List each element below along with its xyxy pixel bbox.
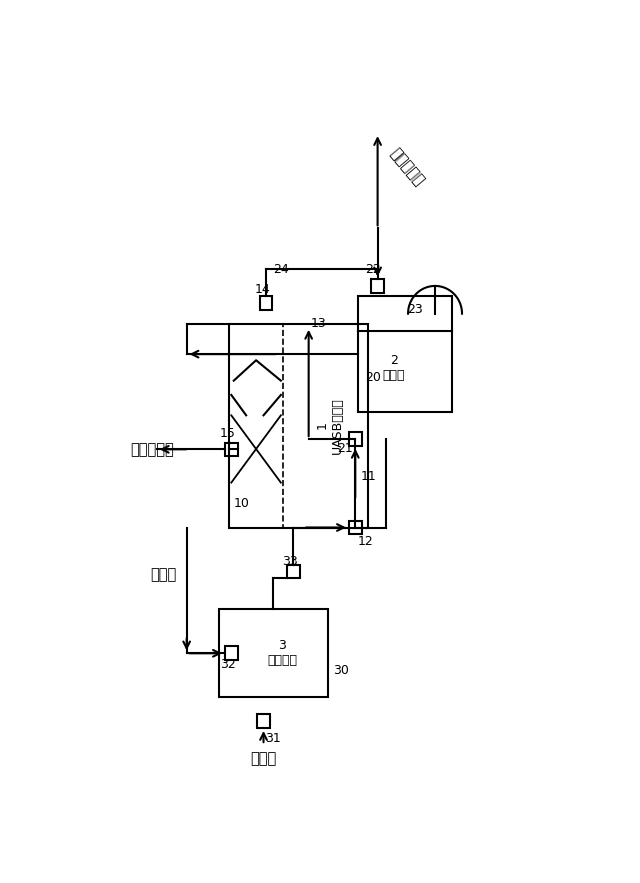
Bar [225,646,237,660]
Text: 22: 22 [365,262,381,275]
Text: メタンガス: メタンガス [130,442,174,457]
Text: 20: 20 [365,372,381,384]
Text: 1
UASB反応槽: 1 UASB反応槽 [316,397,344,454]
Text: 31: 31 [265,732,281,744]
Bar [349,521,362,534]
Text: 3
前処理部: 3 前処理部 [267,639,297,668]
Bar [284,323,367,527]
Text: 12: 12 [358,534,374,547]
Bar [225,442,237,457]
Text: 23: 23 [408,304,423,316]
Text: 33: 33 [282,555,298,568]
Text: 15: 15 [220,427,236,441]
Bar [260,297,273,310]
Bar [349,433,362,446]
Bar [229,323,368,527]
Text: 10: 10 [234,497,250,510]
Text: 32: 32 [220,659,236,671]
Text: 14: 14 [255,283,270,296]
Text: 30: 30 [333,664,349,676]
Text: 2
返送部: 2 返送部 [382,354,405,382]
Text: 13: 13 [310,317,326,330]
Text: 返送水: 返送水 [150,568,177,583]
Text: 原排水: 原排水 [250,751,276,766]
Bar [287,565,300,578]
Bar [257,714,270,728]
Text: 11: 11 [360,470,376,483]
Text: 24: 24 [273,262,289,275]
Text: 21: 21 [337,442,353,455]
Text: 処理済排水: 処理済排水 [388,146,427,189]
Bar [358,297,452,411]
Bar [219,609,328,698]
Bar [371,279,384,293]
